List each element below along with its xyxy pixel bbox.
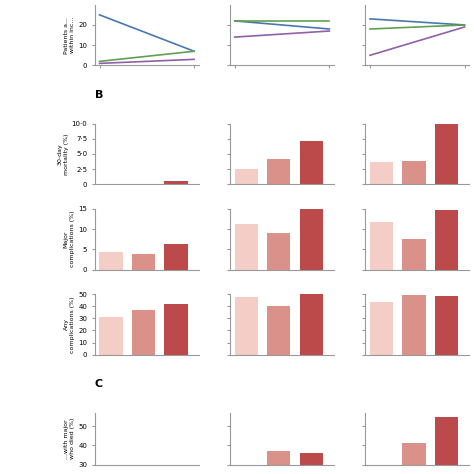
Bar bbox=[300, 141, 323, 184]
Bar bbox=[267, 159, 291, 184]
Bar bbox=[300, 291, 323, 355]
Bar bbox=[164, 181, 188, 184]
Bar bbox=[435, 124, 458, 184]
Bar bbox=[300, 453, 323, 465]
Y-axis label: 30-day
mortality (%): 30-day mortality (%) bbox=[57, 133, 69, 175]
Text: C: C bbox=[95, 379, 103, 389]
Bar bbox=[370, 162, 393, 184]
Bar bbox=[235, 169, 258, 184]
Bar bbox=[235, 297, 258, 355]
Y-axis label: Major
complications (%): Major complications (%) bbox=[64, 211, 75, 267]
Y-axis label: Any
complications (%): Any complications (%) bbox=[64, 296, 75, 353]
Bar bbox=[435, 417, 458, 465]
Bar bbox=[402, 161, 426, 184]
Bar bbox=[100, 252, 123, 270]
Bar bbox=[100, 317, 123, 355]
Bar bbox=[267, 451, 291, 465]
Y-axis label: ...with major
who died (%): ...with major who died (%) bbox=[64, 418, 75, 459]
Bar bbox=[132, 254, 155, 270]
Bar bbox=[402, 443, 426, 465]
Bar bbox=[370, 302, 393, 355]
Bar bbox=[435, 296, 458, 355]
Y-axis label: Patients a...
within inc...: Patients a... within inc... bbox=[64, 17, 75, 54]
Bar bbox=[132, 310, 155, 355]
Bar bbox=[235, 224, 258, 270]
Bar bbox=[370, 222, 393, 270]
Bar bbox=[402, 295, 426, 355]
Bar bbox=[435, 210, 458, 270]
Bar bbox=[300, 209, 323, 270]
Bar bbox=[267, 233, 291, 270]
Bar bbox=[402, 239, 426, 270]
Bar bbox=[164, 245, 188, 270]
Bar bbox=[164, 304, 188, 355]
Text: B: B bbox=[95, 90, 103, 100]
Bar bbox=[267, 306, 291, 355]
